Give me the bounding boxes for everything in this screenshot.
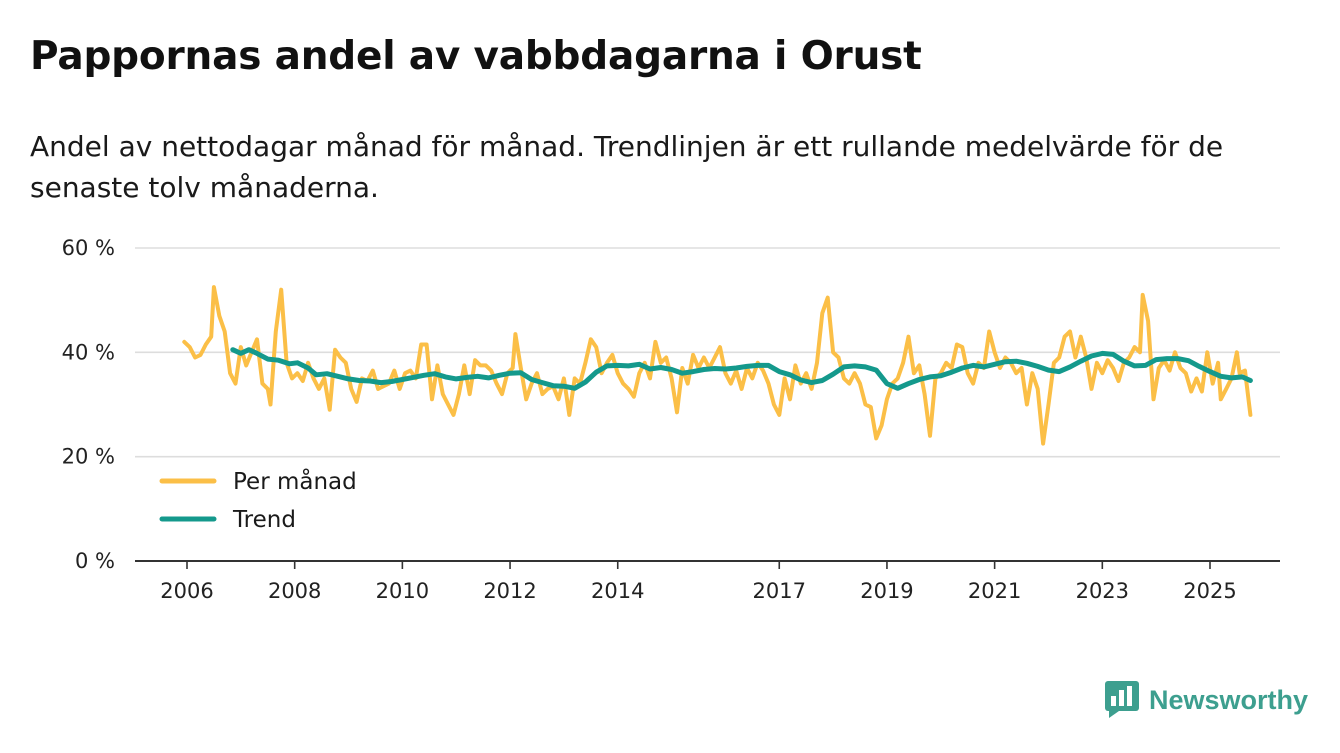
x-tick-label: 2006 [160, 579, 213, 603]
y-tick-label: 60 % [62, 236, 115, 260]
y-tick-label: 20 % [62, 445, 115, 469]
legend-label: Trend [232, 507, 296, 533]
series-lines [182, 285, 1253, 446]
x-tick-label: 2010 [376, 579, 429, 603]
x-tick-label: 2012 [483, 579, 536, 603]
x-tick-label: 2017 [753, 579, 806, 603]
y-tick-label: 0 % [75, 549, 115, 573]
x-tick-label: 2025 [1183, 579, 1236, 603]
x-tick-label: 2008 [268, 579, 321, 603]
x-axis-labels: 2006 2008 2010 2012 2014 2017 2019 2021 2023 2025 [160, 579, 1236, 603]
series-line-trend [230, 347, 1253, 391]
x-tick-label: 2014 [591, 579, 644, 603]
grid-lines [135, 247, 1280, 458]
x-axis-ticks [186, 561, 1211, 569]
x-tick-label: 2021 [968, 579, 1021, 603]
legend-label: Per månad [233, 467, 357, 495]
brand-footer: Newsworthy [1104, 681, 1308, 719]
newsworthy-logo-icon [1104, 681, 1139, 718]
y-tick-label: 40 % [62, 340, 115, 364]
y-axis-labels: 0 % 20 % 40 % 60 % [62, 236, 115, 573]
series-line-per-manad [182, 285, 1253, 446]
brand-name: Newsworthy [1148, 684, 1308, 715]
x-tick-label: 2019 [860, 579, 913, 603]
chart-title: Pappornas andel av vabbdagarna i Orust [30, 34, 922, 79]
legend: Per månad Trend [159, 467, 357, 533]
chart-subtitle: Andel av nettodagar månad för månad. Tre… [30, 130, 1224, 204]
x-tick-label: 2023 [1076, 579, 1129, 603]
